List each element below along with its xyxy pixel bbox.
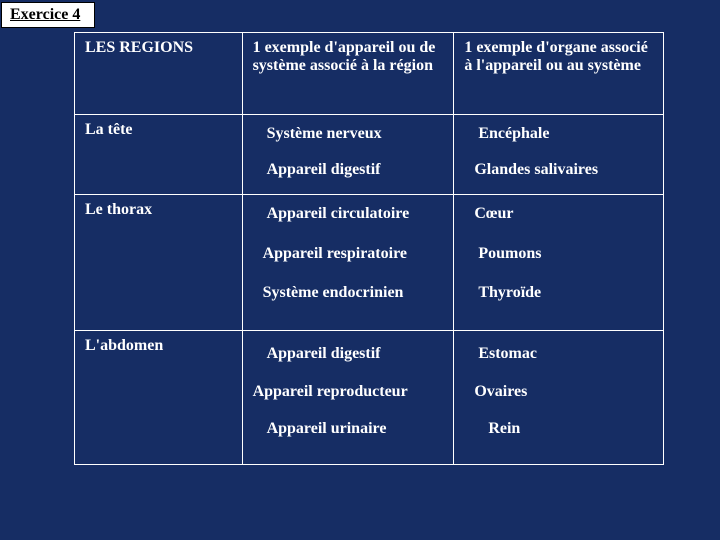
systems-cell: Appareil circulatoire Appareil respirato… [242, 195, 454, 331]
system-item: Appareil urinaire [253, 416, 446, 442]
system-item: Appareil digestif [253, 341, 446, 367]
organs-cell: Cœur Poumons Thyroïde [454, 195, 664, 331]
region-cell: L'abdomen [75, 331, 243, 465]
systems-cell: Système nerveux Appareil digestif [242, 115, 454, 195]
systems-cell: Appareil digestif Appareil reproducteur … [242, 331, 454, 465]
exercise-label-text: Exercice 4 [10, 6, 80, 23]
region-cell: Le thorax [75, 195, 243, 331]
system-item: Appareil reproducteur [253, 379, 446, 405]
organ-item: Cœur [464, 201, 655, 227]
organ-item: Poumons [464, 241, 655, 267]
system-item: Système endocrinien [253, 280, 446, 306]
organ-item: Rein [464, 416, 655, 442]
header-col1: LES REGIONS [75, 33, 243, 115]
header-col3: 1 exemple d'organe associé à l'appareil … [454, 33, 664, 115]
organs-cell: Encéphale Glandes salivaires [454, 115, 664, 195]
table-row: La tête Système nerveux Appareil digesti… [75, 115, 664, 195]
organ-item: Thyroïde [464, 280, 655, 306]
organs-cell: Estomac Ovaires Rein [454, 331, 664, 465]
system-item: Appareil respiratoire [253, 241, 446, 267]
anatomy-table: LES REGIONS 1 exemple d'appareil ou de s… [74, 32, 664, 465]
region-cell: La tête [75, 115, 243, 195]
table-row: L'abdomen Appareil digestif Appareil rep… [75, 331, 664, 465]
exercise-label: Exercice 4 [1, 2, 95, 28]
organ-item: Glandes salivaires [464, 157, 655, 183]
organ-item: Encéphale [464, 121, 655, 147]
system-item: Appareil digestif [253, 157, 446, 183]
organ-item: Estomac [464, 341, 655, 367]
system-item: Appareil circulatoire [253, 201, 446, 227]
table-header-row: LES REGIONS 1 exemple d'appareil ou de s… [75, 33, 664, 115]
header-col2: 1 exemple d'appareil ou de système assoc… [242, 33, 454, 115]
table-row: Le thorax Appareil circulatoire Appareil… [75, 195, 664, 331]
system-item: Système nerveux [253, 121, 446, 147]
organ-item: Ovaires [464, 379, 655, 405]
